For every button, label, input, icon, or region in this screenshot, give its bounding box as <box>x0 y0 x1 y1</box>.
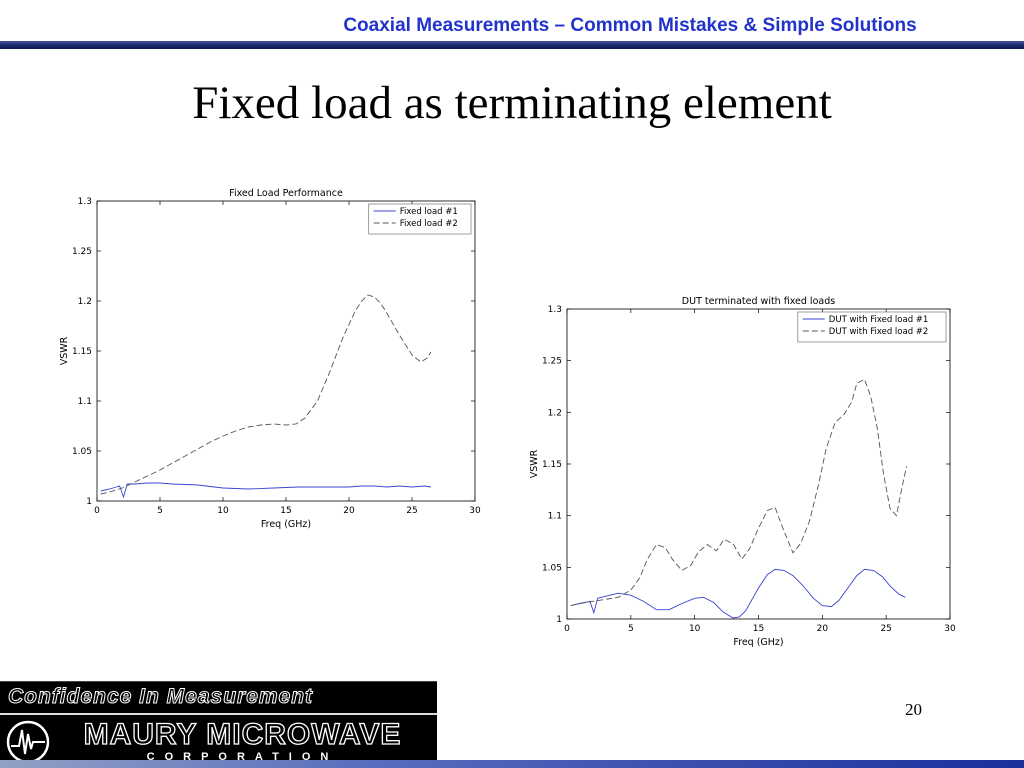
slide-title: Fixed load as terminating element <box>192 77 832 129</box>
svg-text:10: 10 <box>217 506 229 516</box>
svg-text:DUT with Fixed load #2: DUT with Fixed load #2 <box>829 327 929 337</box>
svg-text:20: 20 <box>817 624 829 634</box>
svg-text:DUT terminated with fixed load: DUT terminated with fixed loads <box>682 296 835 307</box>
svg-text:1: 1 <box>86 497 92 507</box>
dut-terminated-chart: 0 5 10 15 20 25 30 1 1.05 1.1 1.15 1.2 1.25 1.3 DUT te… <box>525 293 960 653</box>
svg-text:0: 0 <box>564 624 570 634</box>
footer-brand-text: MAURY MICROWAVE CORPORATION <box>52 717 433 763</box>
header-divider-bar <box>0 41 1024 49</box>
svg-text:1.05: 1.05 <box>542 563 562 573</box>
svg-text:30: 30 <box>469 506 481 516</box>
svg-text:1.15: 1.15 <box>542 460 562 470</box>
svg-text:Fixed load #1: Fixed load #1 <box>400 207 458 217</box>
fixed-load-performance-chart: 0 5 10 15 20 25 30 1 1.05 1.1 1.15 1.2 1.25 1.3 Fixed … <box>55 185 485 535</box>
svg-text:1.15: 1.15 <box>72 347 92 357</box>
svg-text:Fixed Load Performance: Fixed Load Performance <box>229 188 343 199</box>
footer-company-name: MAURY MICROWAVE <box>83 717 402 751</box>
svg-text:0: 0 <box>94 506 100 516</box>
svg-text:VSWR: VSWR <box>529 449 540 478</box>
svg-text:1.2: 1.2 <box>78 297 92 307</box>
svg-text:5: 5 <box>157 506 163 516</box>
svg-text:25: 25 <box>406 506 417 516</box>
svg-text:1.05: 1.05 <box>72 447 92 457</box>
svg-text:DUT with Fixed load #1: DUT with Fixed load #1 <box>829 315 929 325</box>
bottom-accent-bar <box>0 760 1024 768</box>
svg-text:10: 10 <box>689 624 701 634</box>
svg-text:1.25: 1.25 <box>72 247 92 257</box>
svg-text:25: 25 <box>880 624 891 634</box>
svg-text:5: 5 <box>628 624 634 634</box>
maury-footer-panel: Confidence In Measurement MAURY MICROWAV… <box>0 681 437 764</box>
svg-text:20: 20 <box>343 506 355 516</box>
svg-text:1: 1 <box>556 615 562 625</box>
svg-text:15: 15 <box>753 624 764 634</box>
svg-text:Freq (GHz): Freq (GHz) <box>733 637 783 648</box>
maury-waveform-logo-icon <box>4 717 52 765</box>
slide-header-title: Coaxial Measurements – Common Mistakes &… <box>343 15 917 36</box>
footer-tagline-row: Confidence In Measurement <box>0 682 437 715</box>
svg-text:1.1: 1.1 <box>548 512 562 522</box>
svg-text:Fixed load #2: Fixed load #2 <box>400 219 458 229</box>
svg-text:Freq (GHz): Freq (GHz) <box>261 519 311 530</box>
svg-text:VSWR: VSWR <box>59 336 70 365</box>
svg-text:1.2: 1.2 <box>548 408 562 418</box>
footer-tagline: Confidence In Measurement <box>7 685 314 709</box>
footer-corporation-label: CORPORATION <box>146 750 339 763</box>
svg-text:1.3: 1.3 <box>78 197 92 207</box>
svg-text:1.1: 1.1 <box>78 397 92 407</box>
svg-text:30: 30 <box>944 624 956 634</box>
svg-text:1.25: 1.25 <box>542 357 562 367</box>
footer-brand-row: MAURY MICROWAVE CORPORATION <box>0 715 437 765</box>
svg-text:15: 15 <box>280 506 291 516</box>
svg-text:1.3: 1.3 <box>548 305 562 315</box>
page-number: 20 <box>905 700 922 719</box>
fixed-load-performance-chart-svg: 0 5 10 15 20 25 30 1 1.05 1.1 1.15 1.2 1.25 1.3 Fixed … <box>59 188 481 530</box>
dut-terminated-chart-svg: 0 5 10 15 20 25 30 1 1.05 1.1 1.15 1.2 1.25 1.3 DUT te… <box>529 296 956 648</box>
